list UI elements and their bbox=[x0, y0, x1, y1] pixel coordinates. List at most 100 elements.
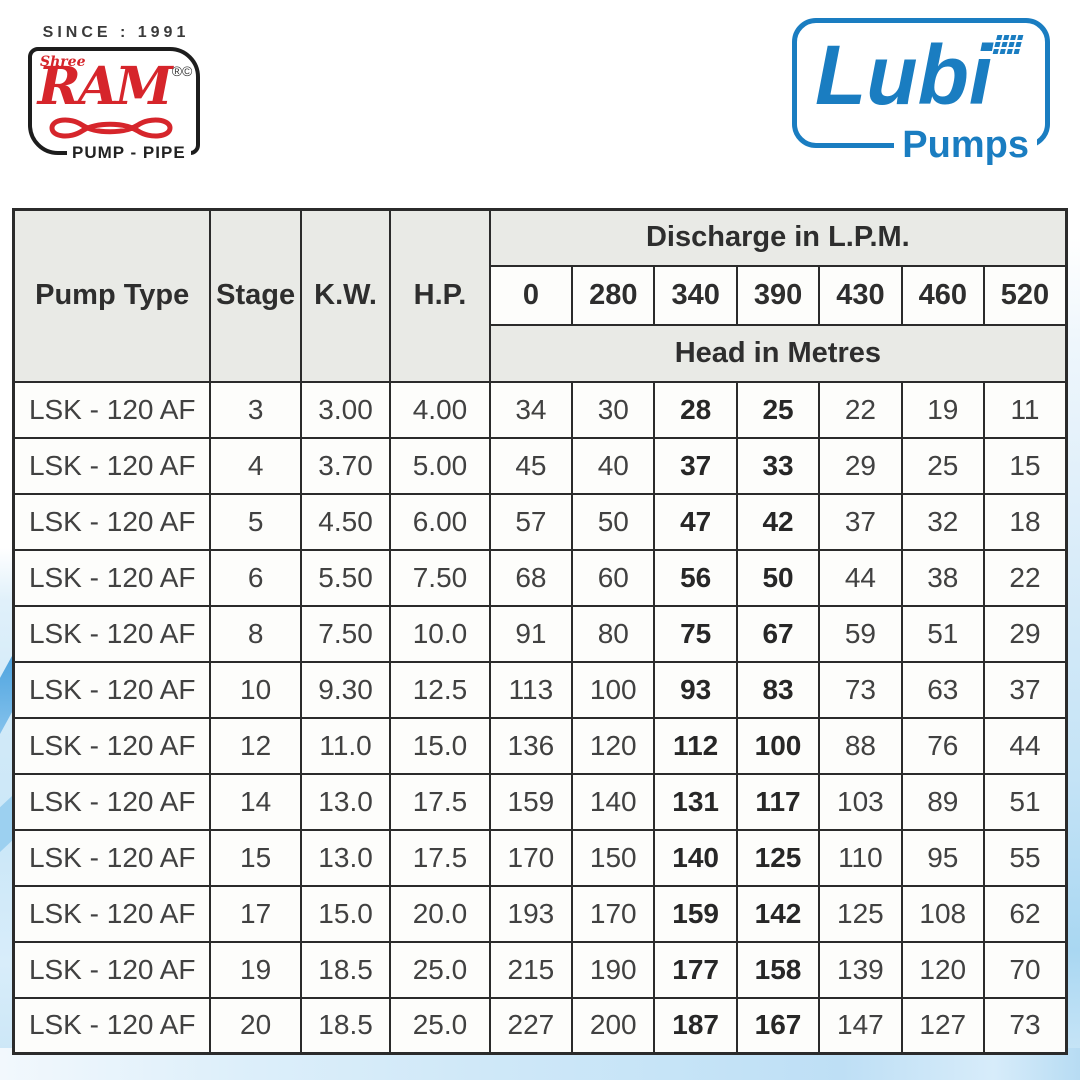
head-cell: 75 bbox=[653, 604, 738, 663]
kw-cell: 13.0 bbox=[299, 828, 392, 887]
head-cell: 170 bbox=[488, 828, 574, 887]
head-cell: 150 bbox=[571, 828, 656, 887]
head-cell: 40 bbox=[571, 436, 656, 495]
discharge-header: Discharge in L.P.M. bbox=[488, 208, 1068, 267]
pump-type-cell: LSK - 120 AF bbox=[12, 492, 212, 551]
head-cell: 190 bbox=[571, 940, 656, 999]
head-cell: 158 bbox=[735, 940, 821, 999]
head-cell: 89 bbox=[900, 772, 985, 831]
stage-cell: 19 bbox=[209, 940, 302, 999]
kw-cell: 18.5 bbox=[299, 940, 392, 999]
pump-type-cell: LSK - 120 AF bbox=[12, 548, 212, 607]
hp-cell: 6.00 bbox=[389, 492, 491, 551]
stage-cell: 12 bbox=[209, 716, 302, 775]
since-1991-text: SINCE : 1991 bbox=[42, 24, 190, 41]
head-cell: 55 bbox=[982, 828, 1068, 887]
head-cell: 88 bbox=[818, 716, 903, 775]
pumps-text: Pumps bbox=[894, 124, 1037, 167]
head-cell: 44 bbox=[818, 548, 903, 607]
head-cell: 227 bbox=[488, 996, 574, 1055]
table-body: LSK - 120 AF 3 3.00 4.00 34 30 28 25 22 … bbox=[12, 380, 1068, 1055]
head-cell: 62 bbox=[982, 884, 1068, 943]
hp-cell: 10.0 bbox=[389, 604, 491, 663]
table-row: LSK - 120 AF 3 3.00 4.00 34 30 28 25 22 … bbox=[12, 380, 1068, 439]
head-cell: 215 bbox=[488, 940, 574, 999]
head-cell: 33 bbox=[735, 436, 821, 495]
pump-type-cell: LSK - 120 AF bbox=[12, 940, 212, 999]
hp-cell: 15.0 bbox=[389, 716, 491, 775]
head-cell: 100 bbox=[571, 660, 656, 719]
table-row: LSK - 120 AF 14 13.0 17.5 159 140 131 11… bbox=[12, 772, 1068, 831]
shree-ram-logo-box: Shree RAM ®© PUMP - PIPE bbox=[28, 47, 200, 163]
kw-cell: 11.0 bbox=[299, 716, 392, 775]
pump-type-cell: LSK - 120 AF bbox=[12, 380, 212, 439]
stage-cell: 8 bbox=[209, 604, 302, 663]
head-cell: 120 bbox=[900, 940, 985, 999]
head-cell: 70 bbox=[982, 940, 1068, 999]
stage-cell: 4 bbox=[209, 436, 302, 495]
head-cell: 91 bbox=[488, 604, 574, 663]
right-edge-wave-decoration bbox=[1067, 0, 1080, 1080]
stage-cell: 14 bbox=[209, 772, 302, 831]
pump-type-cell: LSK - 120 AF bbox=[12, 884, 212, 943]
hp-cell: 4.00 bbox=[389, 380, 491, 439]
head-cell: 51 bbox=[982, 772, 1068, 831]
head-cell: 28 bbox=[653, 380, 738, 439]
head-cell: 37 bbox=[982, 660, 1068, 719]
head-cell: 73 bbox=[818, 660, 903, 719]
head-cell: 142 bbox=[735, 884, 821, 943]
hp-cell: 25.0 bbox=[389, 940, 491, 999]
head-in-metres-header: Head in Metres bbox=[488, 323, 1068, 383]
head-cell: 22 bbox=[818, 380, 903, 439]
head-cell: 125 bbox=[735, 828, 821, 887]
table-row: LSK - 120 AF 6 5.50 7.50 68 60 56 50 44 … bbox=[12, 548, 1068, 607]
table-row: LSK - 120 AF 4 3.70 5.00 45 40 37 33 29 … bbox=[12, 436, 1068, 495]
ram-wordmark-row: RAM ®© bbox=[32, 61, 196, 113]
kw-cell: 9.30 bbox=[299, 660, 392, 719]
discharge-value-header: 430 bbox=[818, 264, 903, 326]
kw-cell: 4.50 bbox=[299, 492, 392, 551]
head-cell: 59 bbox=[818, 604, 903, 663]
head-cell: 29 bbox=[818, 436, 903, 495]
lubi-dots-grid-icon bbox=[992, 35, 1024, 54]
head-cell: 93 bbox=[653, 660, 738, 719]
table-row: LSK - 120 AF 8 7.50 10.0 91 80 75 67 59 … bbox=[12, 604, 1068, 663]
discharge-value-header: 340 bbox=[653, 264, 738, 326]
lubi-pumps-logo: Lubi Pumps bbox=[792, 18, 1050, 167]
head-cell: 18 bbox=[982, 492, 1068, 551]
head-cell: 76 bbox=[900, 716, 985, 775]
shree-text: Shree bbox=[40, 54, 86, 70]
head-cell: 136 bbox=[488, 716, 574, 775]
head-cell: 50 bbox=[571, 492, 656, 551]
stage-cell: 17 bbox=[209, 884, 302, 943]
table-row: LSK - 120 AF 5 4.50 6.00 57 50 47 42 37 … bbox=[12, 492, 1068, 551]
discharge-value-header: 280 bbox=[571, 264, 656, 326]
table-row: LSK - 120 AF 19 18.5 25.0 215 190 177 15… bbox=[12, 940, 1068, 999]
hp-cell: 20.0 bbox=[389, 884, 491, 943]
hp-cell: 12.5 bbox=[389, 660, 491, 719]
head-cell: 125 bbox=[818, 884, 903, 943]
head-cell: 159 bbox=[653, 884, 738, 943]
pump-type-cell: LSK - 120 AF bbox=[12, 436, 212, 495]
hp-cell: 7.50 bbox=[389, 548, 491, 607]
head-cell: 67 bbox=[735, 604, 821, 663]
head-cell: 193 bbox=[488, 884, 574, 943]
head-cell: 22 bbox=[982, 548, 1068, 607]
head-cell: 159 bbox=[488, 772, 574, 831]
head-cell: 38 bbox=[900, 548, 985, 607]
pump-type-cell: LSK - 120 AF bbox=[12, 828, 212, 887]
hp-cell: 17.5 bbox=[389, 828, 491, 887]
head-cell: 170 bbox=[571, 884, 656, 943]
head-cell: 25 bbox=[900, 436, 985, 495]
discharge-value-header: 390 bbox=[735, 264, 821, 326]
head-cell: 19 bbox=[900, 380, 985, 439]
head-cell: 11 bbox=[982, 380, 1068, 439]
col-header-stage: Stage bbox=[209, 208, 302, 383]
head-cell: 57 bbox=[488, 492, 574, 551]
head-cell: 37 bbox=[818, 492, 903, 551]
kw-cell: 18.5 bbox=[299, 996, 392, 1055]
head-cell: 147 bbox=[818, 996, 903, 1055]
head-cell: 140 bbox=[653, 828, 738, 887]
table-row: LSK - 120 AF 10 9.30 12.5 113 100 93 83 … bbox=[12, 660, 1068, 719]
pump-pipe-text: PUMP - PIPE bbox=[67, 143, 191, 163]
